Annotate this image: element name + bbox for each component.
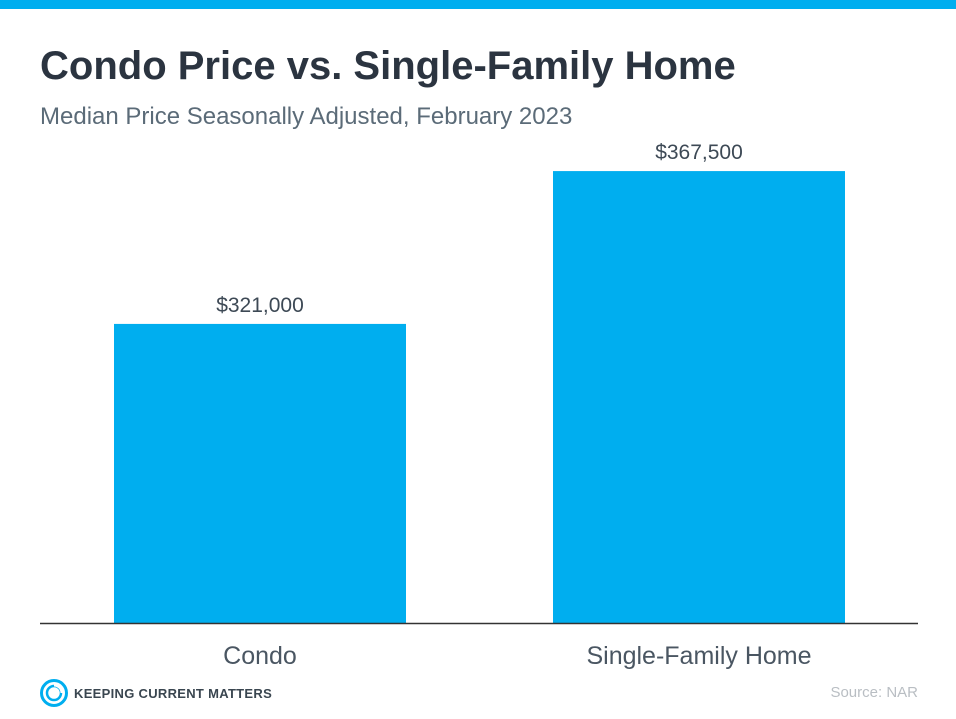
keeping-current-matters-logo: KEEPING CURRENT MATTERS [40, 679, 272, 707]
category-label: Single-Family Home [586, 642, 811, 670]
bar-single-family-home [553, 171, 845, 624]
page-subtitle: Median Price Seasonally Adjusted, Februa… [40, 103, 573, 130]
top-accent-bar [0, 0, 956, 9]
source-note: Source: NAR [830, 684, 918, 701]
data-label: $321,000 [216, 294, 304, 317]
bar-condo [114, 323, 406, 623]
page-title: Condo Price vs. Single-Family Home [40, 44, 736, 88]
kcm-logo-icon [40, 679, 68, 707]
category-label: Condo [223, 642, 297, 670]
data-label: $367,500 [655, 141, 743, 164]
logo-text: KEEPING CURRENT MATTERS [74, 685, 273, 701]
